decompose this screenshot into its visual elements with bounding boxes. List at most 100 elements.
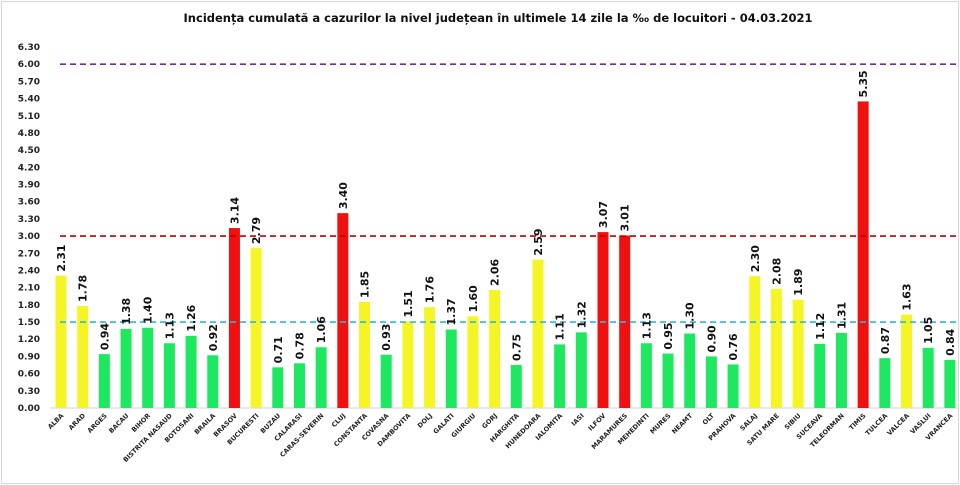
data-label: 5.35 — [857, 70, 870, 97]
y-tick-label: 1.80 — [18, 301, 40, 311]
bar-dolj — [424, 307, 436, 408]
data-label: 0.92 — [207, 324, 220, 351]
data-label: 2.79 — [250, 217, 263, 244]
data-label: 3.01 — [619, 204, 632, 231]
bar-giurgiu — [467, 316, 479, 408]
data-label: 1.60 — [467, 285, 480, 312]
bar-ilfov — [597, 232, 609, 408]
data-label: 0.93 — [380, 324, 393, 351]
y-tick-label: 4.80 — [18, 129, 40, 139]
y-tick-label: 3.60 — [18, 198, 40, 208]
data-label: 1.40 — [142, 296, 155, 323]
x-tick-label: SALAJ — [738, 412, 759, 433]
bar-constanta — [359, 301, 371, 408]
bar-arges — [98, 354, 110, 408]
bar-bihor — [142, 327, 154, 408]
bar-caras-severin — [315, 347, 327, 408]
bar-salaj — [749, 276, 761, 408]
bar-calarasi — [293, 363, 305, 408]
bar-olt — [705, 356, 717, 408]
data-label: 3.40 — [337, 182, 350, 209]
data-label: 0.84 — [944, 328, 957, 355]
data-label: 1.11 — [554, 313, 567, 340]
bar-brasov — [228, 228, 240, 408]
y-tick-label: 6.30 — [18, 43, 40, 53]
data-label: 0.75 — [510, 334, 523, 361]
bar-vaslui — [922, 347, 934, 408]
bar-valcea — [901, 314, 913, 408]
bar-gorj — [489, 289, 501, 408]
data-label: 1.63 — [901, 283, 914, 310]
data-label: 2.59 — [532, 228, 545, 255]
data-label: 2.31 — [55, 244, 68, 271]
y-tick-label: 0.90 — [18, 352, 40, 362]
y-tick-label: 5.70 — [18, 77, 40, 87]
bar-suceava — [814, 343, 826, 408]
data-label: 1.13 — [163, 312, 176, 339]
data-label: 0.94 — [98, 323, 111, 350]
y-tick-label: 3.30 — [18, 215, 40, 225]
bar-timis — [857, 101, 869, 408]
x-tick-label: OLT — [701, 411, 716, 426]
y-tick-label: 1.50 — [18, 318, 40, 328]
data-label: 2.08 — [770, 258, 783, 285]
data-label: 0.95 — [662, 322, 675, 349]
x-tick-label: SIBIU — [783, 412, 803, 432]
bar-braila — [207, 355, 219, 408]
bar-prahova — [727, 364, 739, 408]
x-tick-label: TIMIS — [847, 412, 867, 432]
data-label: 1.26 — [185, 304, 198, 331]
x-tick-label: ARGES — [86, 412, 109, 435]
data-label: 3.14 — [228, 197, 241, 224]
data-label: 1.31 — [835, 302, 848, 329]
data-label: 1.13 — [640, 312, 653, 339]
bar-bucuresti — [250, 248, 262, 408]
y-tick-label: 2.70 — [18, 249, 40, 259]
y-tick-label: 3.00 — [18, 232, 40, 242]
bar-teleorman — [835, 332, 847, 408]
bar-bistrita-nasaud — [163, 343, 175, 408]
y-tick-label: 4.20 — [18, 163, 40, 173]
y-tick-label: 5.10 — [18, 112, 40, 122]
y-tick-label: 2.10 — [18, 284, 40, 294]
data-label: 1.78 — [77, 275, 90, 302]
data-label: 1.30 — [684, 302, 697, 329]
x-tick-label: TULCEA — [864, 412, 890, 438]
data-label: 1.37 — [445, 298, 458, 325]
bar-iasi — [575, 332, 587, 408]
x-tick-label: DOLJ — [416, 412, 434, 430]
bar-galati — [445, 329, 457, 408]
bar-mehedinti — [640, 343, 652, 408]
y-tick-label: 6.00 — [18, 60, 40, 70]
data-label: 3.07 — [597, 201, 610, 228]
bar-harghita — [510, 365, 522, 408]
data-label: 0.90 — [705, 325, 718, 352]
x-tick-label: GORJ — [480, 412, 499, 431]
bar-covasna — [380, 354, 392, 408]
bar-tulcea — [879, 358, 891, 408]
x-tick-label: CLUJ — [330, 412, 347, 429]
data-label: 1.32 — [575, 301, 588, 328]
data-label: 1.89 — [792, 269, 805, 296]
bar-dambovita — [402, 321, 414, 408]
x-tick-label: MURES — [649, 412, 673, 436]
y-tick-label: 2.40 — [18, 266, 40, 276]
bar-hunedoara — [532, 259, 544, 408]
data-label: 0.78 — [293, 332, 306, 359]
data-label: 1.05 — [922, 317, 935, 344]
y-tick-label: 0.30 — [18, 387, 40, 397]
data-label: 1.38 — [120, 298, 133, 325]
y-tick-label: 0.60 — [18, 370, 40, 380]
bar-ialomita — [554, 344, 566, 408]
x-tick-label: ARAD — [67, 411, 88, 432]
bar-satu-mare — [770, 288, 782, 408]
x-tick-label: BACAU — [107, 412, 130, 435]
data-label: 1.85 — [359, 271, 372, 298]
bar-arad — [77, 306, 89, 408]
data-label: 0.71 — [272, 336, 285, 363]
bar-buzau — [272, 367, 284, 408]
bar-bacau — [120, 328, 132, 408]
bar-vrancea — [944, 359, 956, 408]
data-label: 1.51 — [402, 290, 415, 317]
